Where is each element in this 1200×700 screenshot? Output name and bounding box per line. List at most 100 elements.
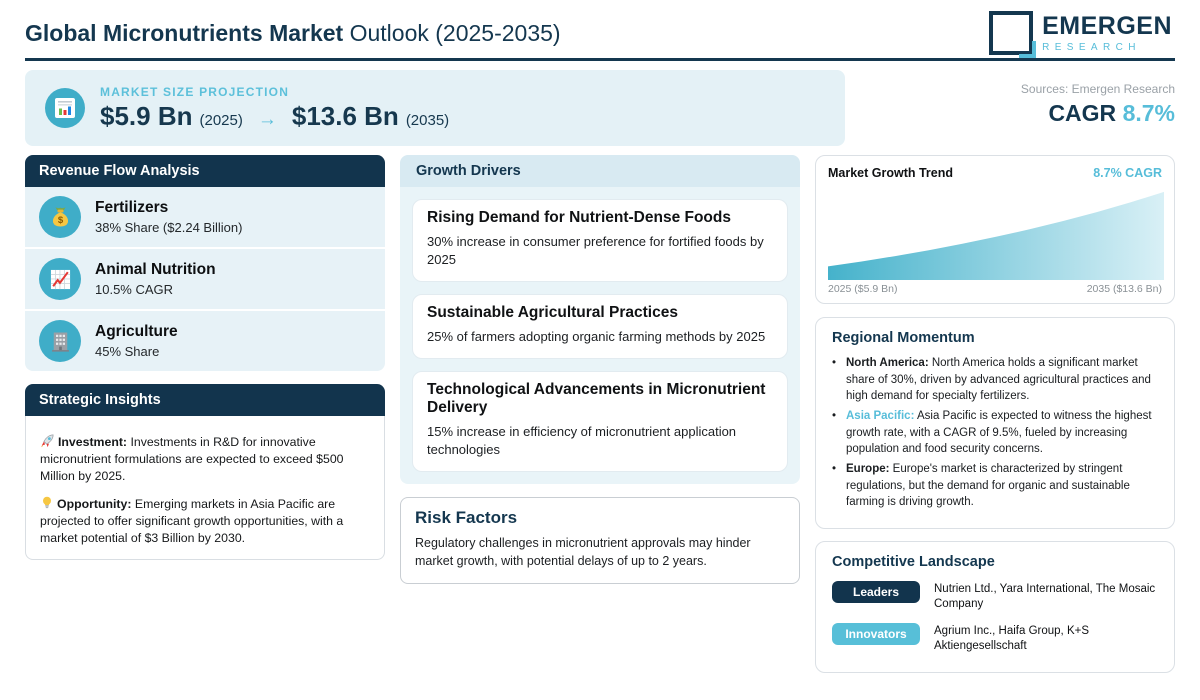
list-item: Asia Pacific: Asia Pacific is expected t… [832, 408, 1158, 458]
insight-label: Investment: [58, 435, 128, 449]
chart-increasing-icon [39, 258, 81, 300]
list-item: Animal Nutrition 10.5% CAGR [25, 247, 385, 309]
list-item: $ Fertilizers 38% Share ($2.24 Billion) [25, 187, 385, 247]
logo-corner-accent [1019, 41, 1037, 58]
page-title-bold: Global Micronutrients Market [25, 20, 344, 46]
sources-cagr-block: Sources: Emergen Research CAGR 8.7% [1021, 82, 1175, 127]
building-icon [39, 320, 81, 362]
insight-text: Investments in R&D for innovative micron… [40, 435, 344, 484]
trend-x-end: 2035 ($13.6 Bn) [1086, 283, 1162, 295]
revenue-flow-header: Revenue Flow Analysis [25, 155, 385, 187]
region-name: North America: [846, 357, 929, 369]
risk-factors-title: Risk Factors [415, 508, 518, 528]
growth-driver-title: Rising Demand for Nutrient-Dense Foods [427, 209, 731, 226]
arrow-right-icon: → [257, 108, 277, 130]
right-column: Market Growth Trend 8.7% CAGR 2025 ($5.9… [815, 155, 1175, 673]
revenue-item-text: Fertilizers 38% Share ($2.24 Billion) [95, 199, 242, 235]
risk-factors-card: Risk Factors Regulatory challenges in mi… [400, 497, 800, 584]
revenue-flow-body: $ Fertilizers 38% Share ($2.24 Billion) [25, 187, 385, 371]
rocket-icon [40, 434, 54, 448]
growth-driver-desc: 25% of farmers adopting organic farming … [427, 328, 766, 344]
header-divider [25, 58, 1175, 61]
trend-x-start: 2025 ($5.9 Bn) [828, 283, 898, 295]
list-item: Innovators Agrium Inc., Haifa Group, K+S… [832, 622, 1158, 654]
left-column: Revenue Flow Analysis $ Fertilizers 38% … [25, 155, 385, 561]
leaders-companies: Nutrien Ltd., Yara International, The Mo… [934, 583, 1156, 610]
cagr-value: 8.7% [1122, 100, 1175, 126]
growth-drivers-body: Rising Demand for Nutrient-Dense Foods 3… [400, 187, 800, 485]
revenue-item-name: Fertilizers [95, 199, 169, 216]
list-item: Leaders Nutrien Ltd., Yara International… [832, 581, 1158, 612]
trend-cagr: 8.7% CAGR [1093, 166, 1162, 180]
insight-label: Opportunity: [57, 496, 132, 511]
strategic-insights-header: Strategic Insights [25, 384, 385, 416]
emergen-logo: EMERGEN RESEARCH [989, 11, 1172, 58]
emergen-logo-icon [989, 11, 1037, 58]
logo-word-research: RESEARCH [1042, 41, 1141, 53]
growth-driver-card: Technological Advancements in Micronutri… [412, 370, 788, 473]
trend-axis-labels: 2025 ($5.9 Bn) 2035 ($13.6 Bn) [828, 283, 1162, 295]
growth-driver-title: Technological Advancements in Micronutri… [427, 380, 766, 417]
growth-driver-desc: 30% increase in consumer preference for … [427, 233, 764, 267]
bar-chart-icon [45, 88, 85, 128]
revenue-item-name: Animal Nutrition [95, 261, 216, 278]
region-text: Europe's market is characterized by stri… [846, 463, 1130, 509]
logo-word-emergen: EMERGEN [1042, 11, 1172, 40]
regional-momentum-card: Regional Momentum North America: North A… [815, 317, 1175, 530]
end-year: (2035) [405, 111, 450, 129]
trend-area [828, 191, 1164, 280]
insight-opportunity: Opportunity: Emerging markets in Asia Pa… [40, 495, 370, 548]
strategic-insights-panel: Strategic Insights Investment: Investmen… [25, 384, 385, 561]
trend-header: Market Growth Trend 8.7% CAGR [828, 166, 1162, 180]
insight-text: Emerging markets in Asia Pacific are pro… [40, 496, 344, 546]
money-bag-icon: $ [39, 196, 81, 238]
start-value: $5.9 Bn [100, 100, 193, 131]
revenue-item-stat: 45% Share [95, 344, 160, 359]
list-item: Europe: Europe's market is characterized… [832, 461, 1158, 511]
end-value: $13.6 Bn [291, 100, 399, 131]
cagr-headline: CAGR 8.7% [1021, 100, 1175, 127]
page-title-rest: Outlook (2025-2035) [343, 20, 561, 46]
growth-driver-desc: 15% increase in efficiency of micronutri… [427, 423, 737, 458]
innovators-badge: Innovators [832, 622, 920, 645]
list-item: Agriculture 45% Share [25, 309, 385, 371]
insight-investment: Investment: Investments in R&D for innov… [40, 433, 370, 486]
competitive-landscape-card: Competitive Landscape Leaders Nutrien Lt… [815, 541, 1175, 673]
trend-chart [828, 191, 1164, 280]
leaders-badge: Leaders [832, 581, 920, 604]
growth-drivers-panel: Growth Drivers Rising Demand for Nutrien… [400, 155, 800, 485]
innovators-companies: Agrium Inc., Haifa Group, K+S Aktiengese… [934, 624, 1089, 652]
banner-label: MARKET SIZE PROJECTION [100, 84, 290, 99]
revenue-item-stat: 38% Share ($2.24 Billion) [95, 220, 243, 235]
risk-factors-text: Regulatory challenges in micronutrient a… [415, 536, 751, 569]
growth-driver-card: Sustainable Agricultural Practices 25% o… [412, 293, 788, 359]
emergen-logo-text: EMERGEN RESEARCH [1042, 11, 1172, 53]
revenue-flow-panel: Revenue Flow Analysis $ Fertilizers 38% … [25, 155, 385, 371]
sources-note: Sources: Emergen Research [1020, 82, 1175, 96]
banner-values: $5.9 Bn (2025) → $13.6 Bn (2035) [100, 101, 449, 132]
list-item: North America: North America holds a sig… [832, 355, 1158, 405]
market-growth-trend-card: Market Growth Trend 8.7% CAGR 2025 ($5.9… [815, 155, 1175, 304]
market-size-banner: MARKET SIZE PROJECTION $5.9 Bn (2025) → … [25, 70, 845, 146]
growth-drivers-header: Growth Drivers [400, 155, 800, 187]
strategic-insights-body: Investment: Investments in R&D for innov… [25, 416, 385, 561]
region-name: Asia Pacific: [846, 410, 915, 423]
region-text: North America holds a significant market… [846, 357, 1151, 403]
revenue-item-name: Agriculture [95, 323, 178, 340]
region-text: Asia Pacific is expected to witness the … [846, 410, 1152, 456]
competitive-landscape-title: Competitive Landscape [832, 554, 995, 571]
lightbulb-icon [42, 496, 52, 508]
revenue-item-text: Animal Nutrition 10.5% CAGR [95, 261, 216, 297]
svg-text:$: $ [57, 215, 63, 226]
page-title: Global Micronutrients Market Outlook (20… [25, 20, 561, 47]
region-name: Europe: [846, 463, 890, 476]
revenue-item-text: Agriculture 45% Share [95, 323, 178, 359]
banner-text: MARKET SIZE PROJECTION $5.9 Bn (2025) → … [100, 85, 449, 132]
middle-column: Growth Drivers Rising Demand for Nutrien… [400, 155, 800, 584]
growth-driver-card: Rising Demand for Nutrient-Dense Foods 3… [412, 199, 788, 282]
growth-driver-title: Sustainable Agricultural Practices [427, 303, 678, 321]
cagr-label: CAGR [1048, 100, 1117, 126]
trend-title: Market Growth Trend [828, 166, 954, 180]
regional-momentum-title: Regional Momentum [832, 330, 975, 346]
